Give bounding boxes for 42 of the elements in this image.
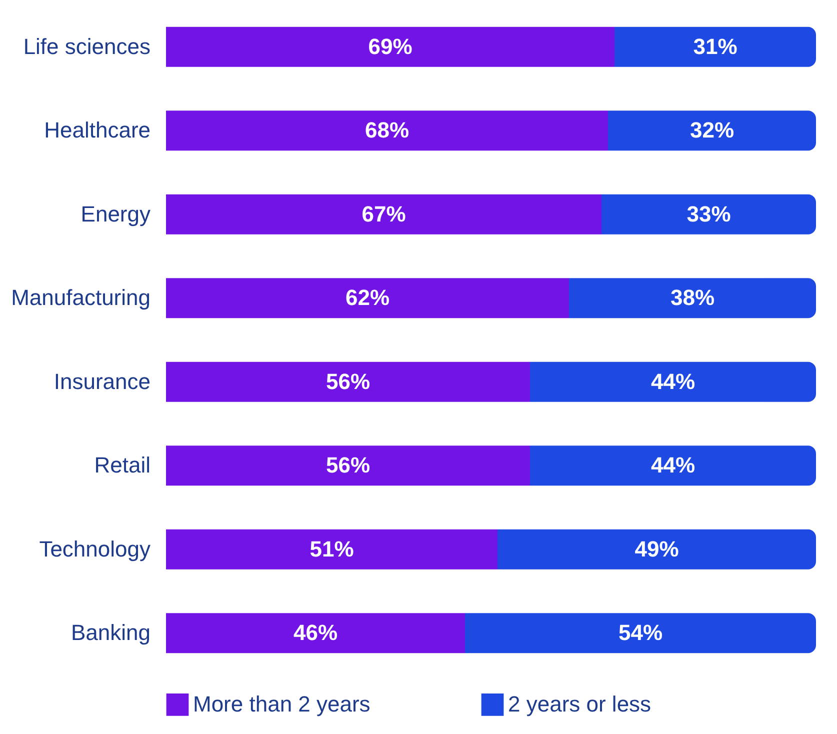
data-label: 54% [618,620,663,646]
y-tick-label: Life sciences [23,34,150,59]
legend-label: 2 years or less [508,692,652,717]
data-label: 44% [650,368,696,394]
bar [569,278,816,318]
data-label: 33% [686,201,731,226]
bar [166,194,602,234]
data-label: 68% [364,118,410,143]
bar [166,110,608,151]
bar [530,446,816,486]
legend-label: More than 2 years [193,692,370,717]
data-label: 49% [634,536,679,562]
bar [498,529,816,570]
y-tick-label: Healthcare [44,118,150,143]
data-label: 32% [690,118,734,143]
y-tick-label: Manufacturing [11,285,150,310]
y-tick-label: Insurance [54,368,150,394]
data-label: 31% [693,34,738,59]
bar [166,362,530,402]
data-label: 56% [326,368,370,394]
bar [465,613,816,654]
bar [166,613,465,654]
y-tick-label: Retail [94,452,150,478]
bar [166,26,614,67]
data-label: 69% [368,34,412,59]
y-tick-label: Technology [39,536,150,562]
bar [530,362,816,402]
bar [166,529,498,570]
data-label: 51% [310,536,354,562]
bar [614,26,816,67]
data-label: 56% [326,452,370,478]
data-label: 62% [345,285,390,310]
data-label: 46% [293,620,338,646]
bar [166,278,569,318]
bar [602,194,816,234]
bar [608,110,816,151]
data-label: 44% [650,452,696,478]
y-tick-label: Banking [70,620,150,646]
y-tick-label: Energy [80,201,150,226]
data-label: 38% [670,285,715,310]
bar [166,446,530,486]
data-label: 67% [362,201,406,226]
